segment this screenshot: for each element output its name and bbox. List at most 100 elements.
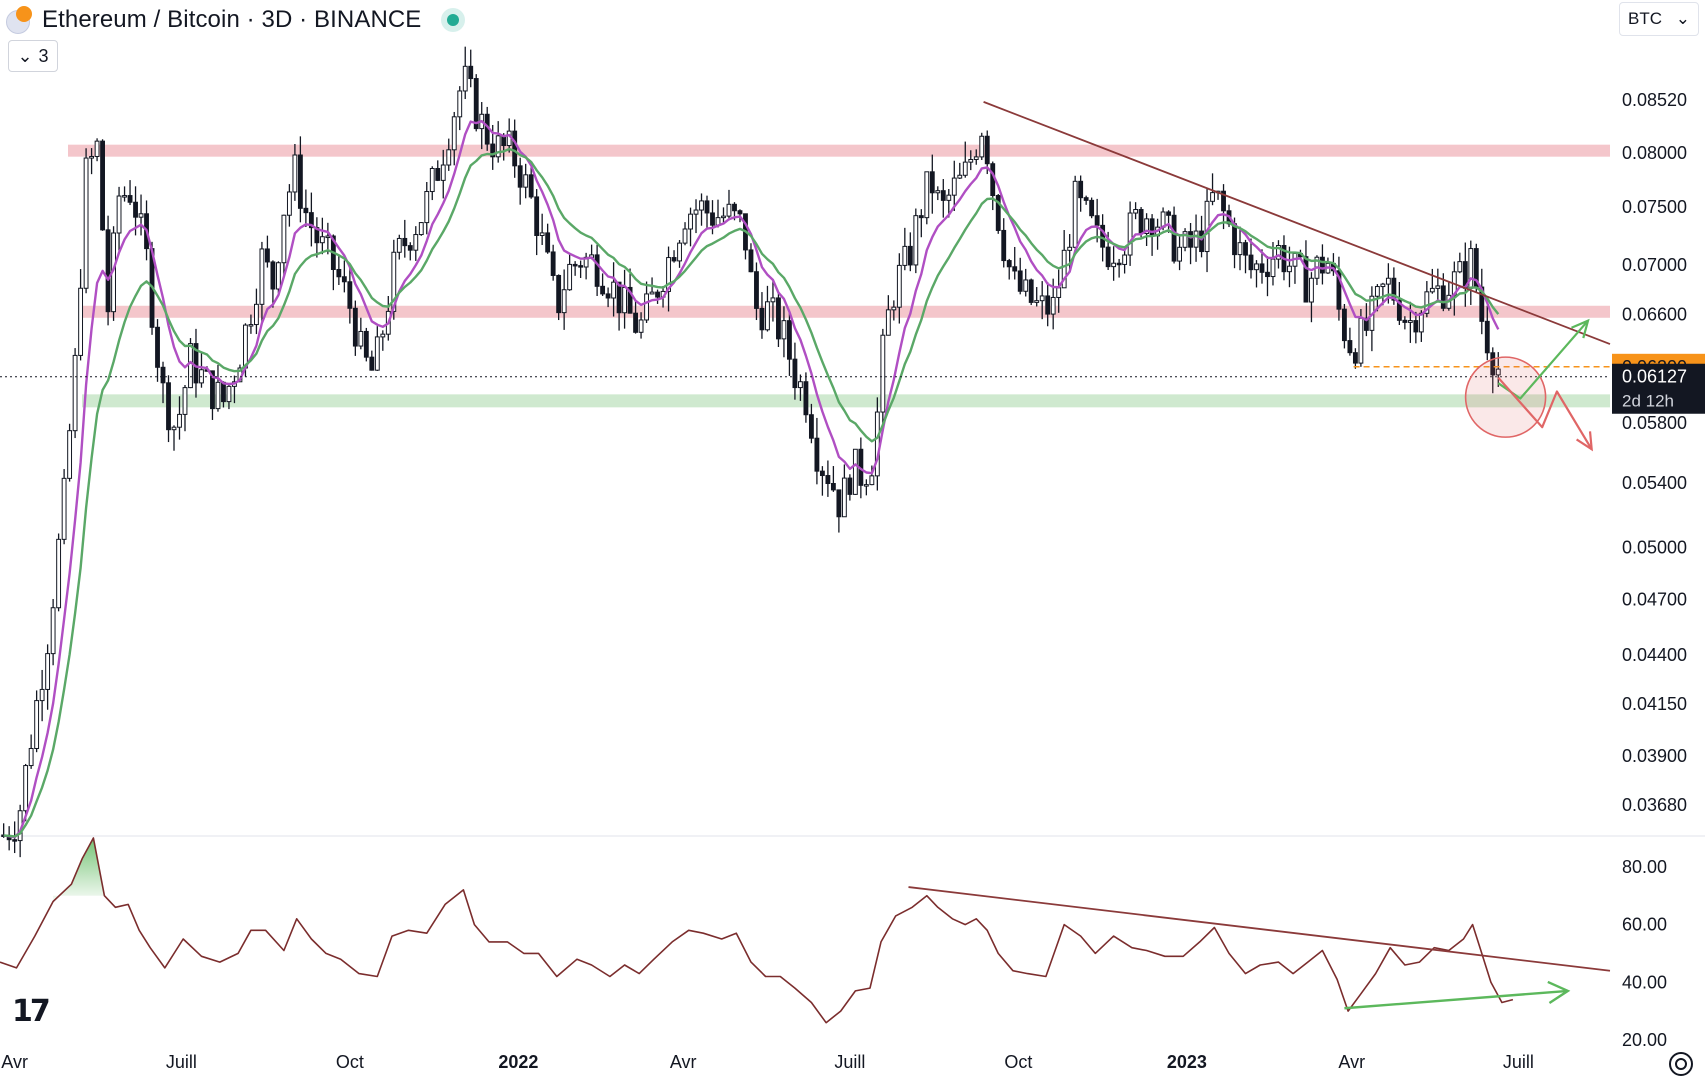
eth-btc-logo-icon xyxy=(6,6,34,34)
candle-up xyxy=(1276,245,1281,260)
settings-gear-icon[interactable] xyxy=(1669,1052,1693,1076)
candle-down xyxy=(1248,254,1254,271)
candle-down xyxy=(1221,190,1226,212)
candle-down xyxy=(341,276,347,283)
candle-down xyxy=(363,330,369,358)
candle-down xyxy=(1391,277,1397,301)
candle-up xyxy=(968,158,974,163)
rsi-trendline xyxy=(908,886,1611,972)
candle-up xyxy=(259,248,265,305)
candle-down xyxy=(830,483,836,491)
candle-up xyxy=(1122,254,1128,265)
candle-down xyxy=(1006,260,1012,268)
candle-up xyxy=(1144,218,1150,234)
highlight-circle xyxy=(1464,356,1547,438)
candle-up xyxy=(1067,246,1073,251)
candle-up xyxy=(896,264,902,308)
candle-up xyxy=(275,262,281,290)
candle-down xyxy=(792,358,798,389)
candle-up xyxy=(1034,300,1040,303)
indicator-count: 3 xyxy=(38,45,49,66)
rsi-axis-tick: 60.00 xyxy=(1622,915,1667,935)
candle-down xyxy=(352,307,358,347)
candle-down xyxy=(556,274,562,314)
candle-up xyxy=(781,320,787,340)
candle-up xyxy=(682,228,688,244)
candle-up xyxy=(1072,180,1078,248)
candle-down xyxy=(787,320,792,360)
support-zone xyxy=(82,394,1610,408)
candle-up xyxy=(243,324,248,369)
candle-up xyxy=(852,448,858,495)
candle-up xyxy=(89,155,95,159)
candle-up xyxy=(841,477,847,518)
candle-up xyxy=(1210,192,1215,202)
bearish-projection-arrow xyxy=(1497,376,1593,450)
candle-down xyxy=(1100,224,1106,248)
candle-up xyxy=(188,343,193,389)
candle-up xyxy=(451,116,457,151)
currency-value: BTC xyxy=(1628,9,1662,28)
candle-down xyxy=(737,210,743,215)
candle-down xyxy=(1402,319,1408,323)
candle-down xyxy=(127,195,133,203)
candle-down xyxy=(1396,299,1402,321)
candle-up xyxy=(1457,261,1463,273)
candle-down xyxy=(1440,285,1446,309)
resistance-zone xyxy=(80,305,1610,318)
candle-up xyxy=(177,413,182,428)
candle-down xyxy=(1078,180,1084,199)
candle-down xyxy=(160,366,166,384)
candle-up xyxy=(358,330,364,347)
candle-up xyxy=(1039,295,1045,302)
candle-down xyxy=(918,215,924,219)
candle-up xyxy=(418,222,424,236)
candle-up xyxy=(391,251,397,312)
time-axis-tick: Juill xyxy=(1503,1052,1534,1072)
price-axis-tick: 0.06600 xyxy=(1622,304,1687,324)
currency-select[interactable]: BTC ⌄ xyxy=(1619,2,1699,36)
candle-down xyxy=(407,245,413,251)
candle-down xyxy=(1232,223,1237,256)
candle-up xyxy=(1237,242,1243,256)
candle-up xyxy=(281,214,287,264)
candle-down xyxy=(193,343,199,384)
candle-up xyxy=(885,309,891,336)
price-axis-tick: 0.05400 xyxy=(1622,473,1687,493)
candle-up xyxy=(523,174,529,188)
candle-up xyxy=(946,194,952,201)
candle-down xyxy=(1259,263,1265,273)
candle-down xyxy=(308,212,314,229)
candle-up xyxy=(39,688,45,702)
candle-up xyxy=(1023,279,1029,292)
candle-down xyxy=(1138,209,1144,234)
candle-down xyxy=(12,839,18,842)
candle-down xyxy=(347,281,353,309)
time-axis-tick: Oct xyxy=(1004,1052,1032,1072)
price-axis-tick: 0.08520 xyxy=(1622,90,1687,110)
symbol-title[interactable]: Ethereum / Bitcoin · 3D · BINANCE xyxy=(42,6,422,33)
indicators-toggle-button[interactable]: ⌄ 3 xyxy=(8,40,58,72)
time-axis-tick: Juill xyxy=(166,1052,197,1072)
candle-up xyxy=(446,149,452,166)
candle-up xyxy=(1050,296,1056,315)
candle-up xyxy=(863,484,869,487)
candle-down xyxy=(303,207,309,214)
candle-down xyxy=(1363,317,1369,331)
candle-down xyxy=(1012,266,1018,272)
price-axis-tick: 0.07000 xyxy=(1622,255,1687,275)
price-axis-tick: 0.04150 xyxy=(1622,694,1687,714)
candle-down xyxy=(1320,256,1325,274)
last-price-value: 0.06127 xyxy=(1622,367,1687,387)
rsi-axis-tick: 80.00 xyxy=(1622,857,1667,877)
candle-down xyxy=(1094,215,1100,226)
rsi-divergence-arrow-head xyxy=(1547,980,1571,1004)
candle-down xyxy=(528,174,534,198)
candle-up xyxy=(924,171,930,219)
candle-up xyxy=(440,164,446,181)
candle-down xyxy=(512,130,518,167)
candle-up xyxy=(1309,277,1314,303)
candle-up xyxy=(935,190,941,194)
candle-up xyxy=(61,477,67,540)
